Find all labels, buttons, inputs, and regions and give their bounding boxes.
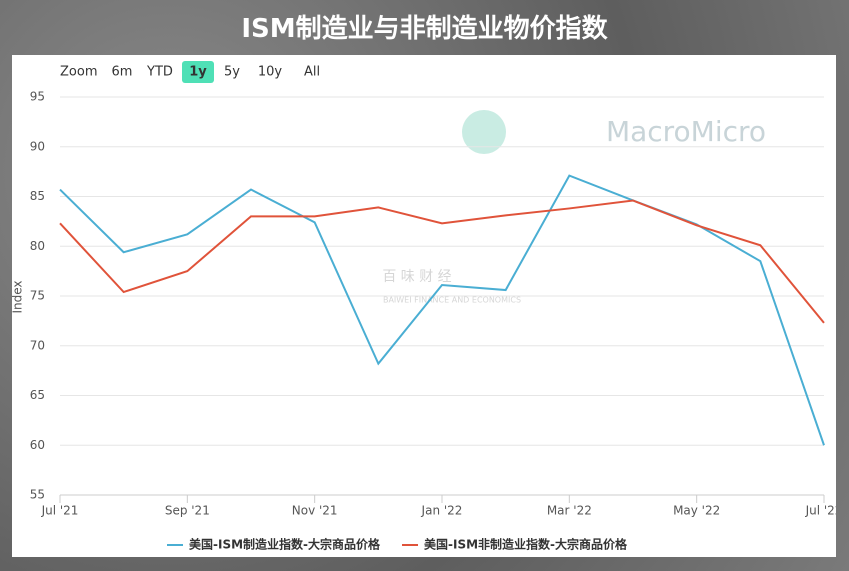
legend-label[interactable]: 美国-ISM非制造业指数-大宗商品价格 xyxy=(424,537,628,552)
x-tick-label: Jul '22 xyxy=(805,504,836,518)
y-tick-label: 90 xyxy=(30,139,45,153)
x-tick-label: May '22 xyxy=(673,504,720,518)
range-button[interactable]: 10y xyxy=(258,65,283,80)
series-line xyxy=(59,174,825,446)
chart: MacroMicro 百 味 财 经 BAIWEI FINANCE AND EC… xyxy=(11,61,842,552)
x-tick-label: Jul '21 xyxy=(41,504,79,518)
range-button[interactable]: 1y xyxy=(189,65,207,80)
y-tick-label: 95 xyxy=(30,90,45,104)
y-tick-label: 60 xyxy=(30,438,45,452)
watermark: 百 味 财 经 xyxy=(382,269,451,285)
y-tick-label: 85 xyxy=(30,189,45,203)
y-tick-label: 80 xyxy=(30,239,45,253)
y-axis-label: Index xyxy=(12,280,25,313)
y-tick-label: 75 xyxy=(30,289,45,303)
series-line xyxy=(59,199,825,324)
legend-label[interactable]: 美国-ISM制造业指数-大宗商品价格 xyxy=(189,537,381,552)
range-button[interactable]: 5y xyxy=(224,65,240,80)
range-button[interactable]: 6m xyxy=(112,65,133,80)
page-title: ISM制造业与非制造业物价指数 xyxy=(241,14,608,44)
y-tick-label: 70 xyxy=(30,338,45,352)
chart-panel: MacroMicro 百 味 财 经 BAIWEI FINANCE AND EC… xyxy=(11,55,842,557)
range-button-bg xyxy=(182,61,214,83)
x-tick-label: Jan '22 xyxy=(421,504,463,518)
y-tick-label: 65 xyxy=(30,388,45,402)
y-tick-label: 55 xyxy=(30,488,45,502)
watermark: BAIWEI FINANCE AND ECONOMICS xyxy=(383,296,521,305)
watermark: MacroMicro xyxy=(606,115,766,148)
x-tick-label: Sep '21 xyxy=(165,504,210,518)
watermark-logo xyxy=(462,110,506,154)
x-tick-label: Mar '22 xyxy=(547,504,592,518)
x-tick-label: Nov '21 xyxy=(292,504,338,518)
zoom-label: Zoom xyxy=(60,65,97,80)
range-button[interactable]: All xyxy=(304,65,320,80)
range-button[interactable]: YTD xyxy=(146,65,173,80)
